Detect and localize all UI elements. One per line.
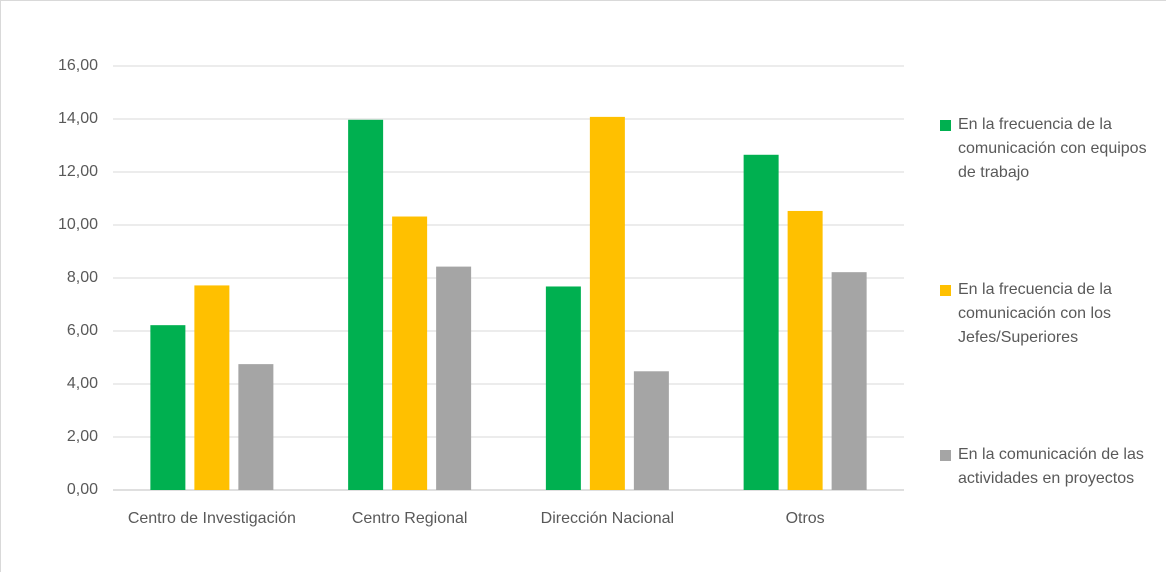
bar [238, 364, 274, 490]
legend-label: En la frecuencia de la comunicación con … [958, 116, 1147, 181]
x-tick-label: Dirección Nacional [540, 510, 675, 527]
bar [831, 272, 867, 490]
x-tick-label: Centro Regional [351, 510, 468, 527]
y-tick-label: 6,00 [67, 322, 98, 339]
bar [743, 154, 779, 490]
y-tick-label: 8,00 [67, 269, 98, 286]
bar [633, 371, 669, 490]
bar [545, 286, 581, 490]
x-tick-label: Otros [785, 510, 825, 527]
y-tick-label: 2,00 [67, 428, 98, 445]
bar [392, 216, 428, 490]
y-tick-label: 4,00 [67, 375, 98, 392]
bar [348, 119, 384, 491]
bar [150, 325, 186, 490]
legend-label: En la frecuencia de la comunicación con … [958, 281, 1112, 346]
legend-swatch [940, 120, 951, 131]
x-tick-label: Centro de Investigación [127, 510, 296, 527]
y-tick-label: 12,00 [58, 163, 98, 180]
y-tick-label: 10,00 [58, 216, 98, 233]
y-tick-label: 0,00 [67, 481, 98, 498]
bar [194, 285, 230, 490]
legend-label: En la comunicación de las actividades en… [958, 446, 1144, 487]
bar [589, 116, 625, 490]
bar [787, 210, 823, 490]
legend-swatch [940, 450, 951, 461]
legend-swatch [940, 285, 951, 296]
y-tick-label: 16,00 [58, 57, 98, 74]
bar [436, 266, 472, 490]
y-tick-label: 14,00 [58, 110, 98, 127]
